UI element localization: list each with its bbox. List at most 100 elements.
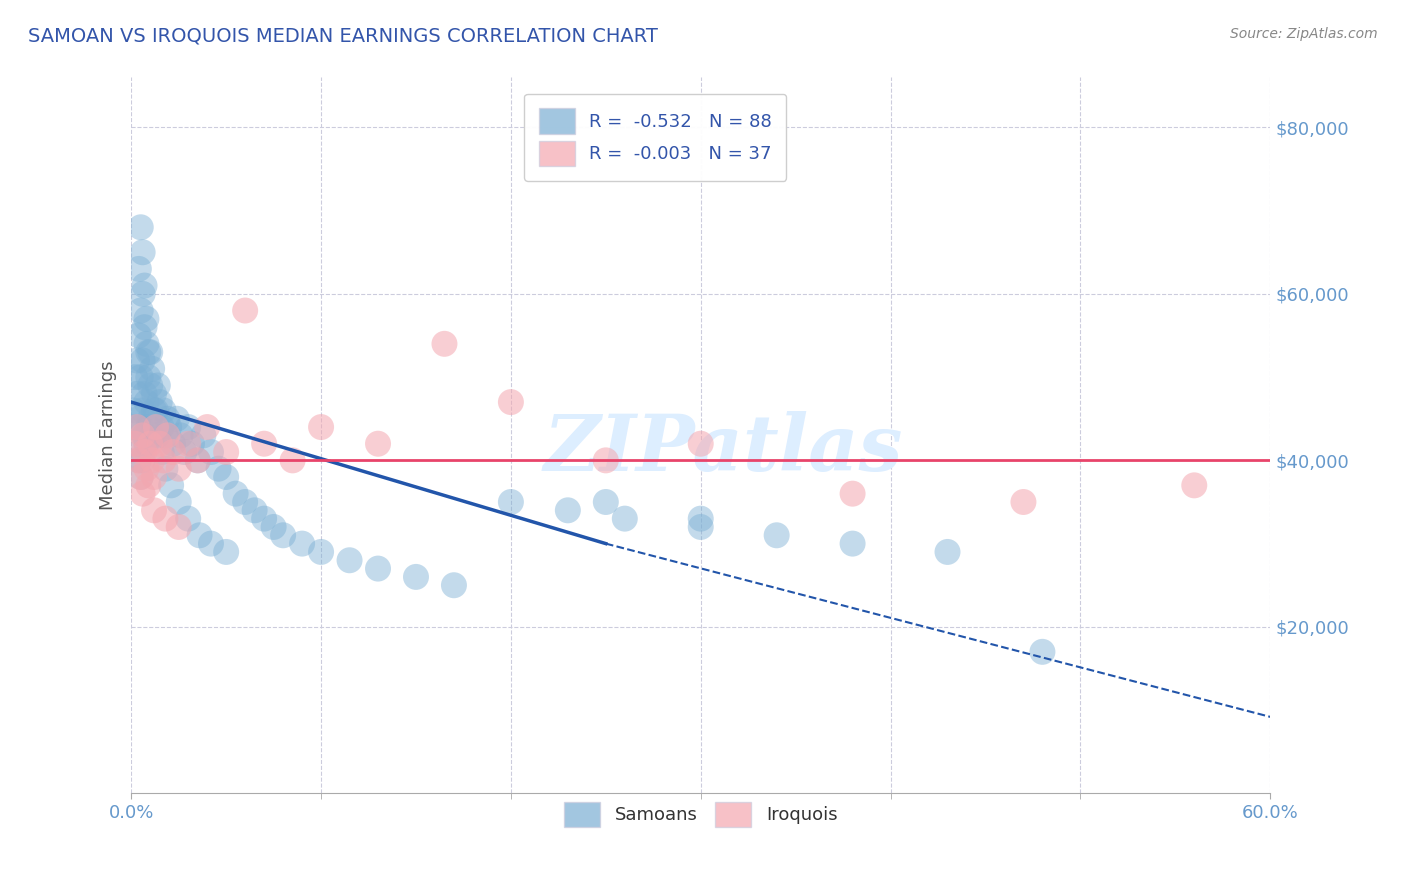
Point xyxy=(129,470,152,484)
Point xyxy=(225,486,247,500)
Point xyxy=(233,495,256,509)
Point xyxy=(215,545,238,559)
Point xyxy=(253,511,276,525)
Point xyxy=(134,428,156,442)
Point xyxy=(128,453,150,467)
Point xyxy=(128,328,150,343)
Point xyxy=(309,545,332,559)
Point xyxy=(134,386,156,401)
Point xyxy=(1182,478,1205,492)
Point xyxy=(138,478,160,492)
Text: ZIPatlas: ZIPatlas xyxy=(544,411,903,488)
Point xyxy=(150,445,173,459)
Point xyxy=(131,403,153,417)
Point xyxy=(122,403,145,417)
Point xyxy=(215,445,238,459)
Point xyxy=(167,495,190,509)
Point xyxy=(124,420,146,434)
Point xyxy=(162,436,184,450)
Point xyxy=(141,361,163,376)
Point xyxy=(499,495,522,509)
Point xyxy=(405,570,427,584)
Point xyxy=(167,520,190,534)
Point xyxy=(367,436,389,450)
Point xyxy=(215,470,238,484)
Point xyxy=(129,470,152,484)
Point xyxy=(936,545,959,559)
Point xyxy=(152,403,174,417)
Point xyxy=(131,428,153,442)
Point xyxy=(443,578,465,592)
Point xyxy=(139,411,162,425)
Point xyxy=(281,453,304,467)
Point xyxy=(152,453,174,467)
Point xyxy=(595,495,617,509)
Point xyxy=(271,528,294,542)
Point xyxy=(841,486,863,500)
Point xyxy=(156,428,179,442)
Point xyxy=(187,453,209,467)
Point xyxy=(1031,645,1053,659)
Point xyxy=(134,278,156,293)
Point xyxy=(613,511,636,525)
Point xyxy=(689,436,711,450)
Point xyxy=(125,353,148,368)
Point xyxy=(263,520,285,534)
Point xyxy=(134,320,156,334)
Point xyxy=(125,386,148,401)
Text: Source: ZipAtlas.com: Source: ZipAtlas.com xyxy=(1230,27,1378,41)
Point xyxy=(155,461,177,475)
Point xyxy=(433,336,456,351)
Point xyxy=(195,420,218,434)
Point xyxy=(143,403,166,417)
Point xyxy=(138,370,160,384)
Point xyxy=(134,445,156,459)
Point xyxy=(157,420,180,434)
Point xyxy=(689,520,711,534)
Legend: Samoans, Iroquois: Samoans, Iroquois xyxy=(557,795,845,834)
Point xyxy=(339,553,361,567)
Point xyxy=(166,411,188,425)
Point xyxy=(143,386,166,401)
Text: SAMOAN VS IROQUOIS MEDIAN EARNINGS CORRELATION CHART: SAMOAN VS IROQUOIS MEDIAN EARNINGS CORRE… xyxy=(28,27,658,45)
Point xyxy=(143,470,166,484)
Point xyxy=(291,536,314,550)
Point xyxy=(160,478,183,492)
Point xyxy=(177,436,200,450)
Point xyxy=(253,436,276,450)
Point xyxy=(149,395,172,409)
Point xyxy=(167,461,190,475)
Point xyxy=(143,503,166,517)
Point xyxy=(129,420,152,434)
Point xyxy=(765,528,787,542)
Point xyxy=(149,436,172,450)
Point xyxy=(207,461,229,475)
Point xyxy=(173,445,195,459)
Point xyxy=(125,420,148,434)
Point xyxy=(169,428,191,442)
Point xyxy=(138,420,160,434)
Point xyxy=(557,503,579,517)
Point xyxy=(135,395,157,409)
Point xyxy=(162,445,184,459)
Point xyxy=(131,245,153,260)
Point xyxy=(177,420,200,434)
Point xyxy=(150,420,173,434)
Point xyxy=(155,511,177,525)
Point xyxy=(367,561,389,575)
Point xyxy=(131,486,153,500)
Point xyxy=(135,436,157,450)
Point xyxy=(145,420,167,434)
Point xyxy=(124,436,146,450)
Y-axis label: Median Earnings: Median Earnings xyxy=(100,360,117,510)
Point xyxy=(129,370,152,384)
Point xyxy=(128,453,150,467)
Point xyxy=(200,445,222,459)
Point xyxy=(135,336,157,351)
Point xyxy=(128,411,150,425)
Point xyxy=(124,370,146,384)
Point xyxy=(595,453,617,467)
Point xyxy=(146,428,169,442)
Point xyxy=(187,453,209,467)
Point xyxy=(188,528,211,542)
